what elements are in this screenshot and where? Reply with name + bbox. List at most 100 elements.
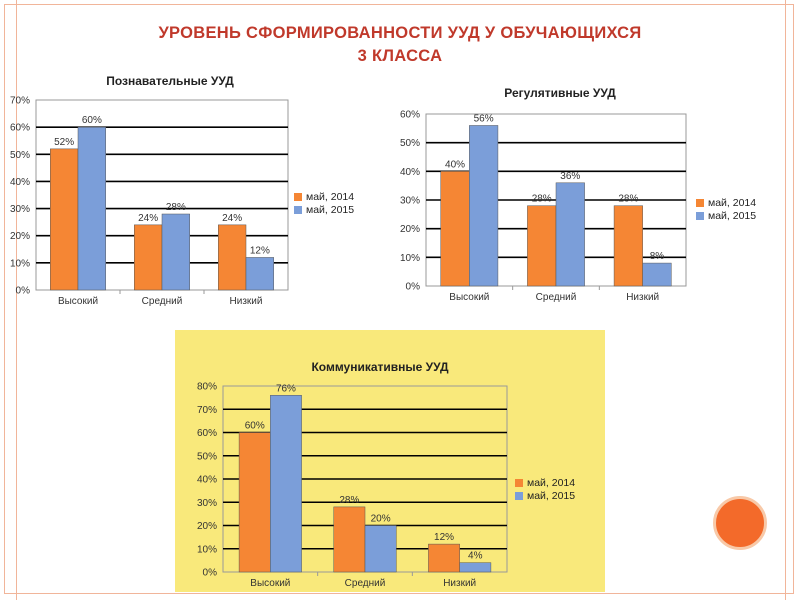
y-tick-label: 30% (197, 498, 217, 509)
chart-legend: май, 2014 май, 2015 (696, 196, 756, 222)
x-tick-label: Высокий (449, 292, 489, 303)
chart-plot: 0% 10% 20% 30% 40% 50% 60% 40% 56% Высокий 28% 36% С… (400, 110, 687, 303)
bar-2014-1 (527, 205, 557, 287)
data-label: 24% (222, 213, 242, 224)
bar-2015-0 (270, 395, 302, 573)
y-tick-label: 10% (400, 253, 420, 264)
data-label: 28% (339, 495, 359, 506)
bar-2014-1 (333, 506, 366, 573)
bar-2014-0 (50, 148, 79, 291)
data-label: 52% (54, 137, 74, 148)
bar-2014-1 (134, 224, 163, 291)
bar-2015-1 (161, 213, 190, 291)
y-tick-label: 0% (406, 282, 421, 293)
x-tick-label: Средний (536, 292, 577, 303)
y-tick-label: 40% (400, 167, 420, 178)
legend-label: май, 2015 (708, 209, 757, 222)
x-tick-label: Средний (345, 578, 386, 589)
y-tick-label: 70% (197, 405, 217, 416)
bar-2014-2 (613, 205, 643, 287)
y-tick-label: 70% (10, 96, 30, 107)
y-tick-label: 0% (16, 286, 31, 297)
slide-title-line-2: 3 КЛАССА (357, 47, 443, 65)
chart-regulatory: Регулятивные УУД 0% 10% 20% 30% 40% 50% 60% 40%… (380, 84, 780, 312)
y-tick-label: 40% (197, 475, 217, 486)
bar-2015-0 (77, 126, 106, 291)
y-tick-label: 20% (400, 224, 420, 235)
bar-2015-1 (364, 525, 397, 573)
chart-legend: май, 2014 май, 2015 (294, 190, 354, 216)
data-label: 56% (474, 113, 494, 124)
y-tick-label: 30% (400, 196, 420, 207)
y-tick-label: 0% (203, 568, 218, 579)
bar-2014-2 (428, 543, 460, 573)
data-label: 12% (250, 245, 270, 256)
data-label: 36% (560, 171, 580, 182)
bar-2014-0 (238, 432, 271, 573)
bar-2015-2 (459, 562, 492, 573)
legend-swatch (696, 211, 704, 220)
y-tick-label: 60% (400, 110, 420, 121)
legend-item-2015: май, 2015 (515, 489, 575, 502)
legend-swatch (696, 198, 704, 207)
chart-title: Коммуникативные УУД (311, 360, 449, 374)
x-tick-label: Высокий (58, 296, 98, 307)
y-tick-label: 60% (197, 428, 217, 439)
data-label: 28% (532, 194, 552, 205)
data-label: 40% (445, 159, 465, 170)
chart-plot: 0% 10% 20% 30% 40% 50% 60% 70% 80% 60% 76% Высокий 2… (197, 382, 508, 589)
x-tick-label: Низкий (626, 292, 659, 303)
bar-2015-2 (245, 257, 274, 291)
bar-2015-0 (469, 125, 499, 287)
x-tick-label: Низкий (230, 296, 263, 307)
y-tick-label: 10% (197, 544, 217, 555)
legend-item-2014: май, 2014 (515, 476, 575, 489)
legend-item-2015: май, 2015 (294, 203, 354, 216)
chart-title: Регулятивные УУД (504, 86, 616, 100)
legend-swatch (294, 205, 302, 214)
legend-label: май, 2015 (306, 203, 355, 216)
legend-label: май, 2014 (708, 196, 757, 209)
decorative-circle (713, 496, 767, 550)
y-tick-label: 80% (197, 382, 217, 393)
slide-title: УРОВЕНЬ СФОРМИРОВАННОСТИ УУД У ОБУЧАЮЩИХ… (60, 22, 740, 68)
data-label: 4% (468, 551, 483, 562)
chart-communicative: Коммуникативные УУД 0% 10% 20% 30% 40% 50% 60%… (175, 330, 605, 592)
legend-label: май, 2015 (527, 489, 576, 502)
legend-item-2014: май, 2014 (696, 196, 756, 209)
y-tick-label: 20% (10, 231, 30, 242)
y-tick-label: 40% (10, 177, 30, 188)
data-label: 8% (650, 251, 665, 262)
data-label: 24% (138, 213, 158, 224)
y-tick-label: 10% (10, 258, 30, 269)
bar-2015-1 (555, 182, 585, 287)
data-label: 76% (276, 383, 296, 394)
chart-legend: май, 2014 май, 2015 (515, 476, 575, 502)
y-tick-label: 20% (197, 521, 217, 532)
bar-2015-2 (642, 262, 672, 287)
x-tick-label: Низкий (443, 578, 476, 589)
data-label: 60% (82, 115, 102, 126)
chart-plot: 0% 10% 20% 30% 40% 50% 60% 70% 52% 60% Высокий 24% 2… (10, 96, 289, 307)
slide-border-outer (4, 4, 794, 594)
bar-2014-0 (440, 171, 470, 287)
data-label: 12% (434, 532, 454, 543)
y-tick-label: 50% (400, 138, 420, 149)
legend-label: май, 2014 (306, 190, 355, 203)
legend-label: май, 2014 (527, 476, 576, 489)
legend-swatch (515, 491, 523, 500)
legend-item-2014: май, 2014 (294, 190, 354, 203)
chart-cognitive: Познавательные УУД 0% 10% 20% 30% 40% 50% 60% 7… (0, 72, 380, 312)
data-label: 28% (166, 202, 186, 213)
y-tick-label: 50% (197, 451, 217, 462)
legend-swatch (294, 192, 302, 201)
chart-title: Познавательные УУД (106, 74, 234, 88)
x-tick-label: Средний (142, 296, 183, 307)
y-tick-label: 30% (10, 204, 30, 215)
data-label: 60% (245, 421, 265, 432)
bar-2014-2 (218, 224, 247, 291)
y-tick-label: 50% (10, 150, 30, 161)
slide-border-inner (16, 0, 786, 600)
legend-item-2015: май, 2015 (696, 209, 756, 222)
legend-swatch (515, 478, 523, 487)
